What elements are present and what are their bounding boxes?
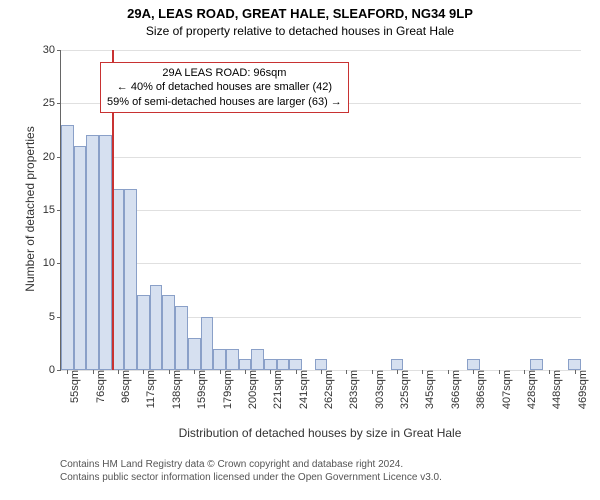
annotation-line3: 59% of semi-detached houses are larger (… [107,95,342,109]
bar [201,317,214,370]
bar [530,359,543,370]
x-tick-label: 179sqm [220,370,234,409]
gridline [61,50,581,51]
x-tick-label: 138sqm [169,370,183,409]
y-tick-label: 5 [49,311,61,323]
footer-line2: Contains public sector information licen… [60,471,442,484]
bar [188,338,201,370]
x-tick-label: 386sqm [473,370,487,409]
gridline [61,157,581,158]
gridline [61,210,581,211]
y-tick-label: 10 [43,257,61,269]
chart-subtitle: Size of property relative to detached ho… [0,24,600,38]
bar [391,359,404,370]
bar [162,295,175,370]
x-axis-label: Distribution of detached houses by size … [60,426,580,440]
bar [568,359,581,370]
bar [137,295,150,370]
bar [86,135,99,370]
bar [213,349,226,370]
x-tick-label: 96sqm [118,370,132,403]
x-tick-label: 448sqm [549,370,563,409]
bar [150,285,163,370]
x-tick-label: 345sqm [422,370,436,409]
annotation-box: 29A LEAS ROAD: 96sqm ← 40% of detached h… [100,62,349,113]
x-tick-label: 200sqm [245,370,259,409]
x-tick-label: 366sqm [448,370,462,409]
bar [61,125,74,370]
bar [467,359,480,370]
bar [124,189,137,370]
footer-line1: Contains HM Land Registry data © Crown c… [60,458,442,471]
x-tick-label: 325sqm [397,370,411,409]
x-tick-label: 55sqm [67,370,81,403]
x-tick-label: 117sqm [143,370,157,408]
x-tick-label: 469sqm [575,370,589,409]
bar [289,359,302,370]
chart-container: 29A, LEAS ROAD, GREAT HALE, SLEAFORD, NG… [0,0,600,500]
chart-title-main: 29A, LEAS ROAD, GREAT HALE, SLEAFORD, NG… [0,6,600,21]
footer-text: Contains HM Land Registry data © Crown c… [60,458,442,484]
x-tick-label: 303sqm [372,370,386,409]
bar [239,359,252,370]
bar [226,349,239,370]
x-tick-label: 283sqm [346,370,360,409]
x-tick-label: 241sqm [296,370,310,409]
annotation-line1: 29A LEAS ROAD: 96sqm [107,66,342,80]
x-tick-label: 76sqm [93,370,107,403]
bar [251,349,264,370]
bar [315,359,328,370]
y-tick-label: 20 [43,151,61,163]
y-tick-label: 0 [49,364,61,376]
gridline [61,263,581,264]
x-tick-label: 407sqm [499,370,513,409]
bar [175,306,188,370]
bar [264,359,277,370]
annotation-line2: ← 40% of detached houses are smaller (42… [107,80,342,94]
y-axis-label: Number of detached properties [23,109,37,309]
y-tick-label: 25 [43,97,61,109]
bar [74,146,87,370]
bar [99,135,112,370]
x-tick-label: 221sqm [270,370,284,409]
x-tick-label: 428sqm [524,370,538,409]
x-tick-label: 159sqm [194,370,208,409]
y-tick-label: 30 [43,44,61,56]
x-tick-label: 262sqm [321,370,335,409]
bar [277,359,290,370]
y-tick-label: 15 [43,204,61,216]
